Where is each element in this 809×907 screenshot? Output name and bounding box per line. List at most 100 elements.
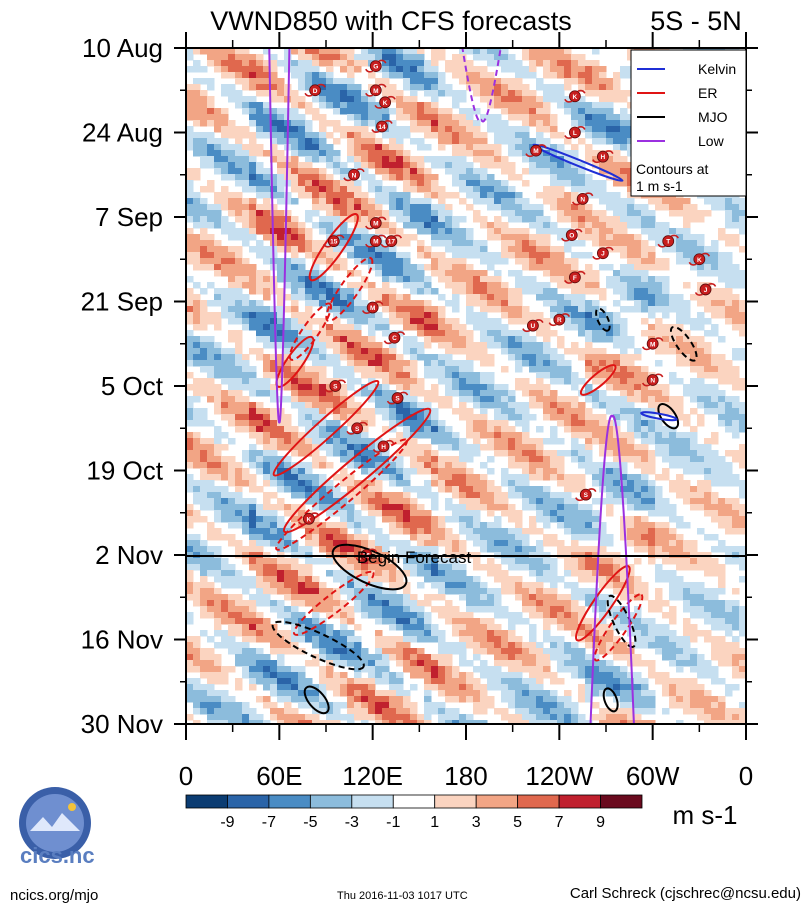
field-cell bbox=[249, 516, 257, 523]
field-cell bbox=[340, 528, 348, 535]
field-cell bbox=[501, 180, 509, 187]
field-cell bbox=[249, 174, 257, 181]
field-cell bbox=[543, 468, 551, 475]
field-cell bbox=[263, 48, 271, 55]
field-cell bbox=[592, 234, 600, 241]
field-cell bbox=[445, 330, 453, 337]
field-cell bbox=[732, 294, 740, 301]
field-cell bbox=[214, 114, 222, 121]
field-cell bbox=[270, 522, 278, 529]
field-cell bbox=[340, 216, 348, 223]
field-cell bbox=[235, 282, 243, 289]
field-cell bbox=[438, 480, 446, 487]
field-cell bbox=[249, 54, 257, 61]
field-cell bbox=[564, 378, 572, 385]
field-cell bbox=[291, 426, 299, 433]
field-cell bbox=[305, 108, 313, 115]
field-cell bbox=[389, 492, 397, 499]
field-cell bbox=[389, 210, 397, 217]
field-cell bbox=[438, 462, 446, 469]
field-cell bbox=[403, 480, 411, 487]
field-cell bbox=[732, 498, 740, 505]
field-cell bbox=[193, 246, 201, 253]
field-cell bbox=[305, 330, 313, 337]
field-cell bbox=[508, 306, 516, 313]
field-cell bbox=[529, 210, 537, 217]
field-cell bbox=[697, 294, 705, 301]
field-cell bbox=[592, 180, 600, 187]
field-cell bbox=[515, 258, 523, 265]
field-cell bbox=[214, 126, 222, 133]
field-cell bbox=[417, 204, 425, 211]
field-cell bbox=[655, 342, 663, 349]
field-cell bbox=[333, 60, 341, 67]
field-cell bbox=[270, 390, 278, 397]
field-cell bbox=[515, 282, 523, 289]
field-cell bbox=[571, 342, 579, 349]
field-cell bbox=[459, 240, 467, 247]
field-cell bbox=[256, 420, 264, 427]
field-cell bbox=[417, 114, 425, 121]
field-cell bbox=[277, 474, 285, 481]
field-cell bbox=[326, 390, 334, 397]
field-cell bbox=[354, 318, 362, 325]
field-cell bbox=[473, 522, 481, 529]
field-cell bbox=[270, 372, 278, 379]
field-cell bbox=[634, 270, 642, 277]
field-cell bbox=[333, 408, 341, 415]
field-cell bbox=[361, 144, 369, 151]
field-cell bbox=[557, 516, 565, 523]
field-cell bbox=[662, 510, 670, 517]
field-cell bbox=[263, 366, 271, 373]
field-cell bbox=[221, 216, 229, 223]
field-cell bbox=[697, 360, 705, 367]
field-cell bbox=[466, 492, 474, 499]
field-cell bbox=[396, 270, 404, 277]
field-cell bbox=[606, 120, 614, 127]
field-cell bbox=[249, 210, 257, 217]
field-cell bbox=[445, 402, 453, 409]
field-cell bbox=[550, 252, 558, 259]
field-cell bbox=[270, 360, 278, 367]
field-cell bbox=[186, 408, 194, 415]
field-cell bbox=[452, 360, 460, 367]
field-cell bbox=[361, 300, 369, 307]
field-cell bbox=[235, 168, 243, 175]
field-cell bbox=[578, 444, 586, 451]
field-cell bbox=[396, 468, 404, 475]
field-cell bbox=[284, 414, 292, 421]
field-cell bbox=[452, 270, 460, 277]
field-cell bbox=[564, 474, 572, 481]
field-cell bbox=[193, 510, 201, 517]
field-cell bbox=[529, 522, 537, 529]
field-cell bbox=[319, 360, 327, 367]
field-cell bbox=[403, 492, 411, 499]
field-cell bbox=[424, 192, 432, 199]
field-cell bbox=[417, 186, 425, 193]
field-cell bbox=[417, 282, 425, 289]
field-cell bbox=[711, 198, 719, 205]
field-cell bbox=[389, 468, 397, 475]
field-cell bbox=[683, 522, 691, 529]
field-cell bbox=[396, 528, 404, 535]
field-cell bbox=[599, 318, 607, 325]
field-cell bbox=[333, 504, 341, 511]
field-cell bbox=[452, 234, 460, 241]
field-cell bbox=[326, 396, 334, 403]
field-cell bbox=[536, 84, 544, 91]
field-cell bbox=[557, 162, 565, 169]
field-cell bbox=[235, 198, 243, 205]
field-cell bbox=[494, 528, 502, 535]
field-cell bbox=[347, 204, 355, 211]
field-cell bbox=[277, 246, 285, 253]
field-cell bbox=[431, 192, 439, 199]
field-cell bbox=[571, 264, 579, 271]
field-cell bbox=[557, 456, 565, 463]
field-cell bbox=[368, 120, 376, 127]
field-cell bbox=[732, 480, 740, 487]
field-cell bbox=[606, 114, 614, 121]
field-cell bbox=[613, 198, 621, 205]
field-cell bbox=[270, 342, 278, 349]
field-cell bbox=[214, 474, 222, 481]
field-cell bbox=[298, 96, 306, 103]
